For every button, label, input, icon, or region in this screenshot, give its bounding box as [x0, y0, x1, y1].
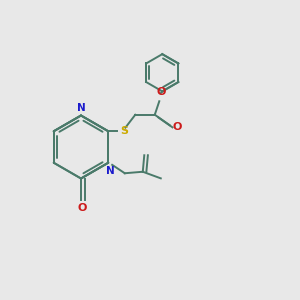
Text: N: N	[76, 103, 85, 113]
Text: O: O	[156, 87, 166, 97]
Text: S: S	[120, 126, 128, 136]
Text: N: N	[106, 166, 115, 176]
Text: O: O	[78, 203, 87, 213]
Text: O: O	[172, 122, 182, 132]
